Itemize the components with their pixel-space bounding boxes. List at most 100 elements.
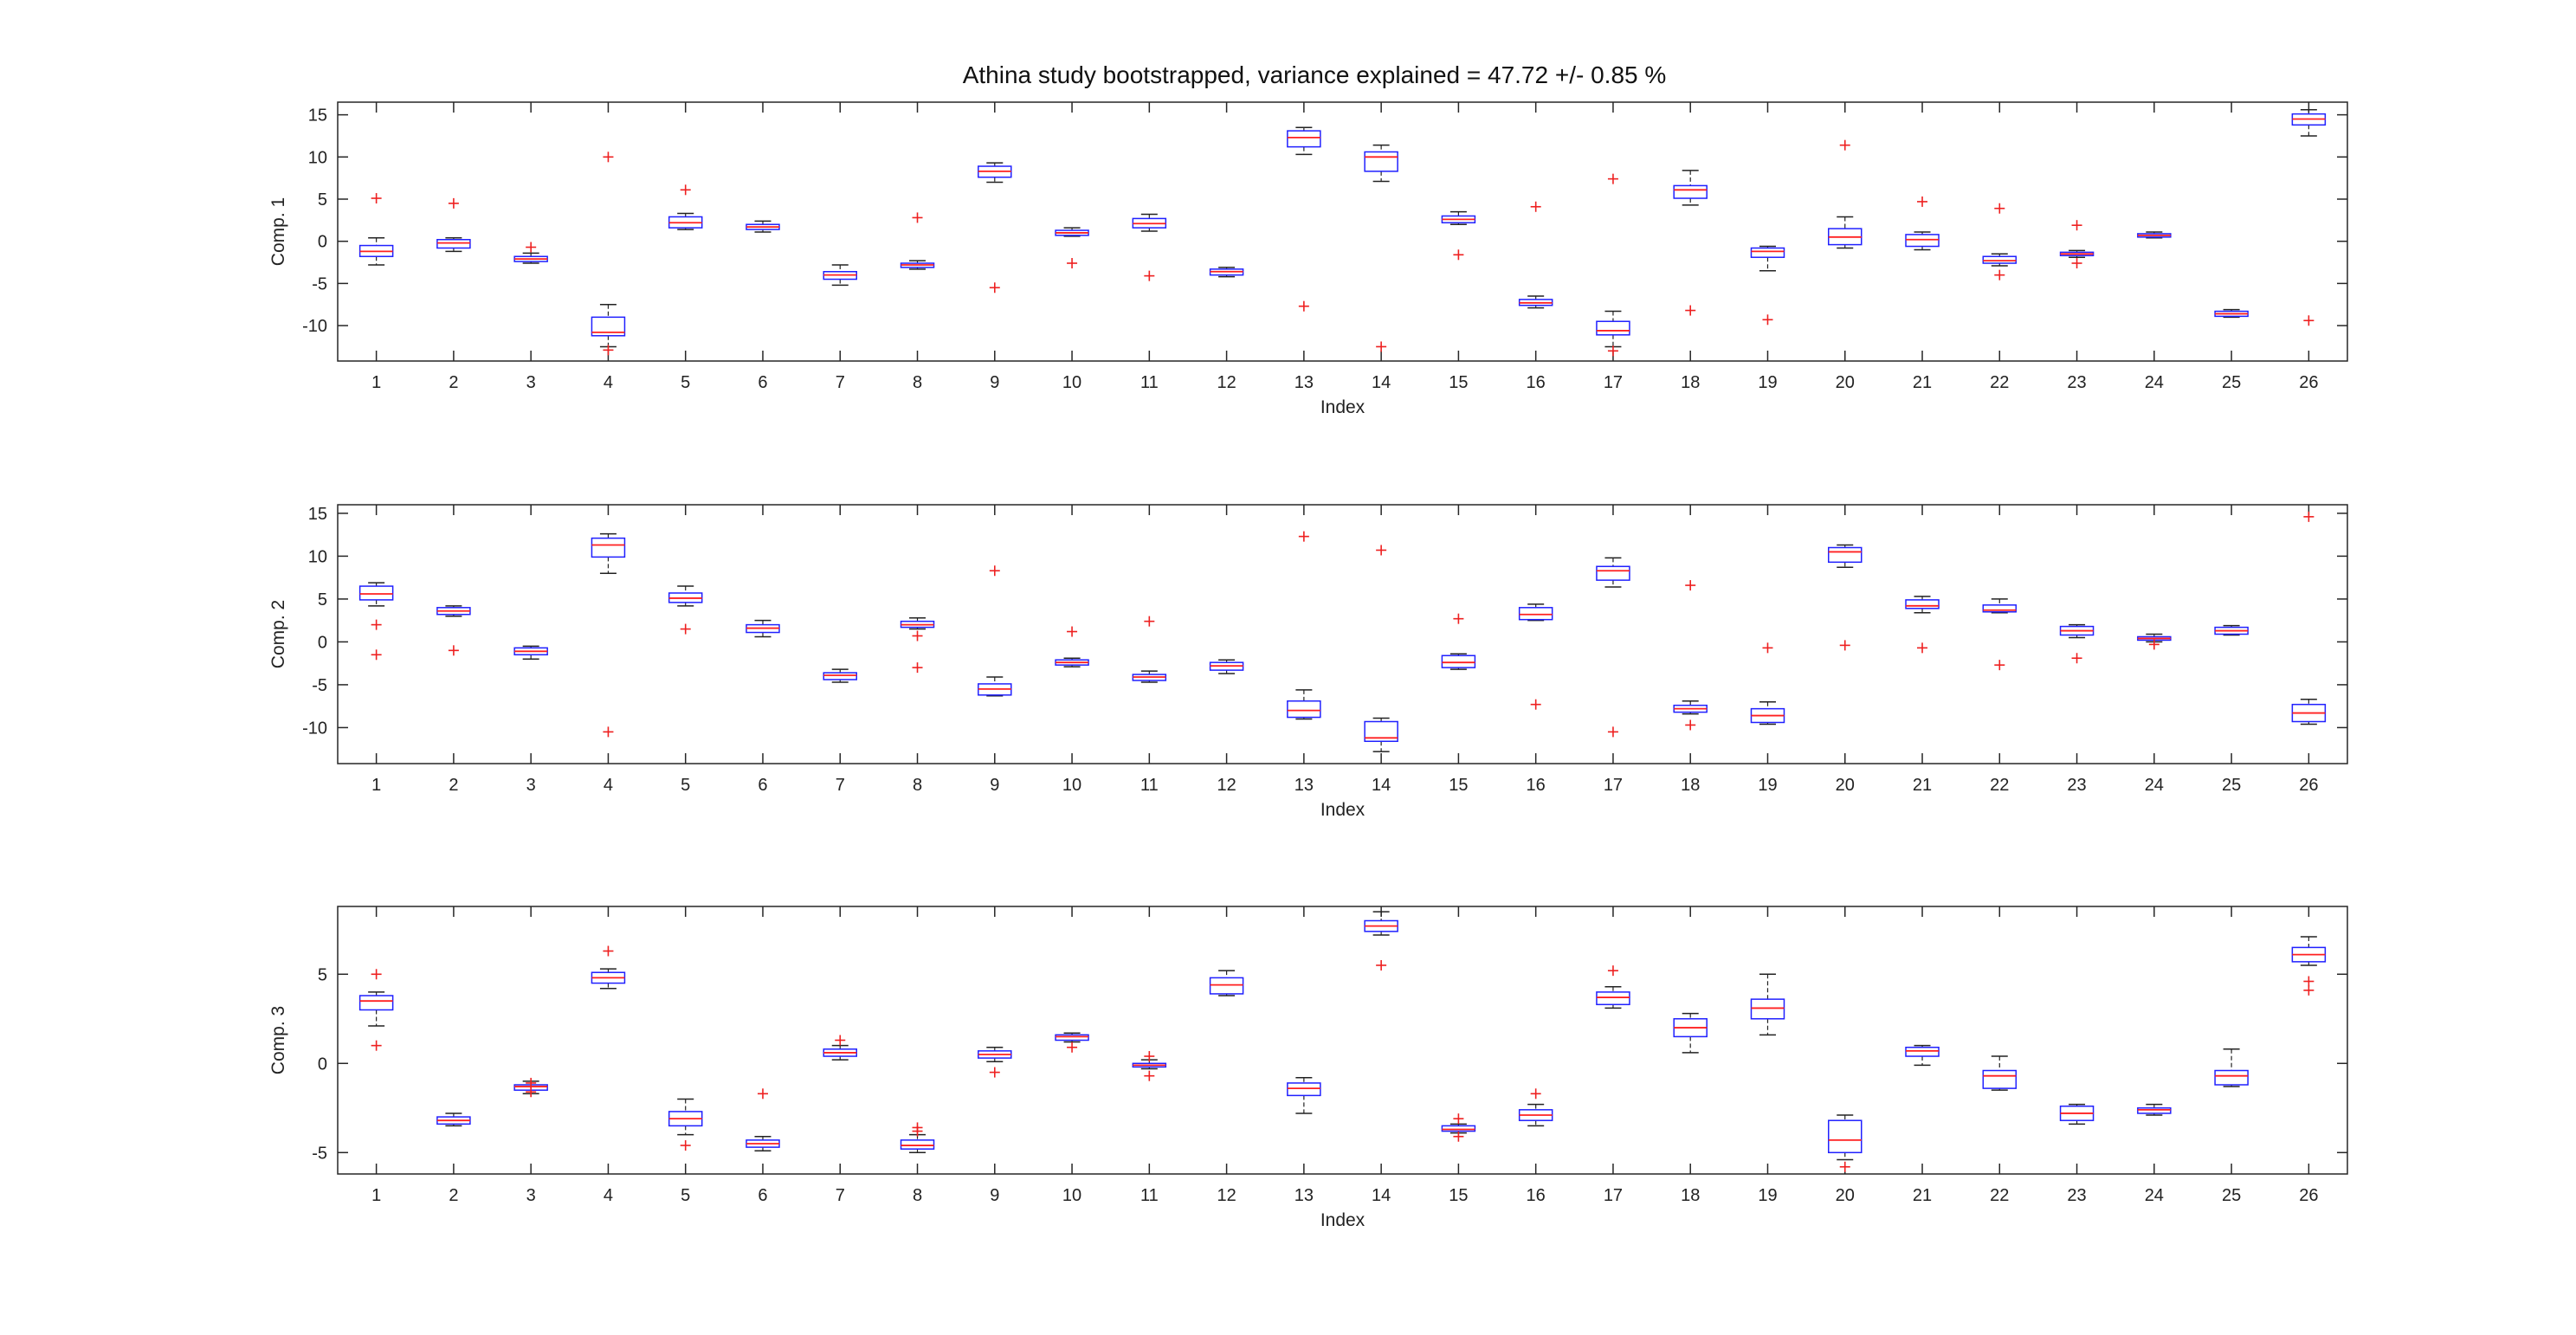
box-1: [358, 193, 394, 266]
outlier-marker: [371, 193, 382, 204]
box-26: [2291, 511, 2327, 726]
outlier-marker: [989, 565, 1000, 577]
iqr-box: [1364, 720, 1398, 743]
box-5: [668, 585, 703, 635]
outlier-marker: [1453, 249, 1464, 261]
box-9: [978, 162, 1012, 293]
box-1: [358, 582, 394, 661]
x-tick-label: 21: [1913, 776, 1932, 795]
box-8: [900, 1122, 935, 1154]
box-18: [1673, 580, 1708, 731]
outlier-marker: [1376, 341, 1387, 352]
outlier-marker: [1994, 269, 2005, 281]
box-14: [1364, 545, 1398, 752]
y-axis-label: Comp. 3: [268, 1006, 288, 1074]
x-tick-label: 3: [526, 1186, 536, 1205]
box-25: [2214, 624, 2249, 636]
x-tick-label: 16: [1527, 1186, 1546, 1205]
box-19: [1750, 973, 1785, 1036]
box-14: [1364, 144, 1398, 352]
box-12: [1209, 267, 1244, 278]
x-tick-label: 24: [2145, 373, 2164, 392]
x-tick-label: 8: [913, 373, 922, 392]
x-tick-label: 11: [1140, 776, 1159, 795]
box-20: [1828, 1114, 1863, 1172]
box-5: [668, 1098, 703, 1151]
box-19: [1750, 642, 1785, 726]
y-tick-label: -10: [302, 719, 327, 738]
outlier-marker: [1144, 270, 1155, 281]
outlier-marker: [1298, 300, 1309, 312]
outlier-marker: [1994, 203, 2005, 214]
box-15: [1441, 613, 1476, 670]
iqr-box: [823, 672, 857, 680]
iqr-box: [1287, 700, 1321, 719]
iqr-box: [1750, 998, 1785, 1020]
x-tick-label: 11: [1140, 1186, 1159, 1205]
x-tick-label: 23: [2067, 1186, 2086, 1205]
box-1: [358, 969, 394, 1051]
box-14: [1364, 911, 1398, 971]
outlier-marker: [2071, 258, 2082, 269]
box-21: [1905, 596, 1940, 654]
x-tick-label: 7: [836, 1186, 845, 1205]
box-18: [1673, 1012, 1708, 1054]
outlier-marker: [1685, 719, 1696, 731]
outlier-marker: [989, 282, 1000, 293]
x-tick-label: 19: [1758, 373, 1777, 392]
outlier-marker: [1067, 258, 1078, 269]
x-tick-label: 9: [990, 776, 999, 795]
iqr-box: [1287, 130, 1321, 148]
y-tick-label: 5: [318, 590, 327, 609]
iqr-box: [1905, 599, 1940, 609]
y-tick-label: 15: [308, 106, 327, 126]
box-7: [823, 1035, 857, 1061]
x-tick-label: 2: [449, 373, 458, 392]
x-tick-label: 16: [1527, 373, 1546, 392]
x-tick-label: 7: [836, 776, 845, 795]
y-tick-label: 10: [308, 547, 327, 566]
outlier-marker: [1685, 305, 1696, 316]
x-tick-label: 13: [1294, 373, 1314, 392]
iqr-box: [1596, 320, 1630, 336]
x-tick-label: 12: [1217, 373, 1236, 392]
x-tick-label: 16: [1527, 776, 1546, 795]
x-tick-label: 2: [449, 1186, 458, 1205]
box-22: [1982, 1055, 2018, 1091]
x-tick-label: 24: [2145, 1186, 2164, 1205]
outlier-marker: [603, 945, 614, 957]
x-tick-label: 19: [1758, 1186, 1777, 1205]
outlier-marker: [526, 242, 537, 253]
x-tick-label: 10: [1062, 373, 1081, 392]
outlier-marker: [1298, 531, 1309, 542]
outlier-marker: [1144, 1051, 1155, 1062]
x-tick-label: 8: [913, 1186, 922, 1205]
box-10: [1055, 227, 1089, 269]
box-22: [1982, 598, 2018, 671]
box-11: [1132, 616, 1167, 683]
y-tick-label: -5: [312, 1144, 327, 1163]
box-24: [2137, 231, 2172, 239]
iqr-box: [1905, 1046, 1940, 1057]
box-5: [668, 184, 703, 230]
y-tick-label: -5: [312, 274, 327, 293]
iqr-box: [1982, 1069, 2018, 1089]
outlier-marker: [1839, 139, 1850, 151]
box-12: [1209, 970, 1244, 996]
iqr-box: [1518, 607, 1553, 621]
x-tick-label: 3: [526, 776, 536, 795]
box-9: [978, 1046, 1012, 1078]
box-17: [1596, 557, 1630, 738]
x-axis-label: Index: [1320, 397, 1365, 417]
x-tick-label: 20: [1836, 1186, 1855, 1205]
x-tick-label: 26: [2299, 1186, 2318, 1205]
outlier-marker: [448, 197, 459, 209]
outlier-marker: [1607, 345, 1618, 357]
outlier-marker: [1530, 1088, 1541, 1100]
outlier-marker: [835, 1035, 846, 1046]
axes-frame: [337, 101, 2348, 362]
figure-title: Athina study bootstrapped, variance expl…: [963, 61, 1667, 88]
outlier-marker: [2148, 639, 2160, 650]
